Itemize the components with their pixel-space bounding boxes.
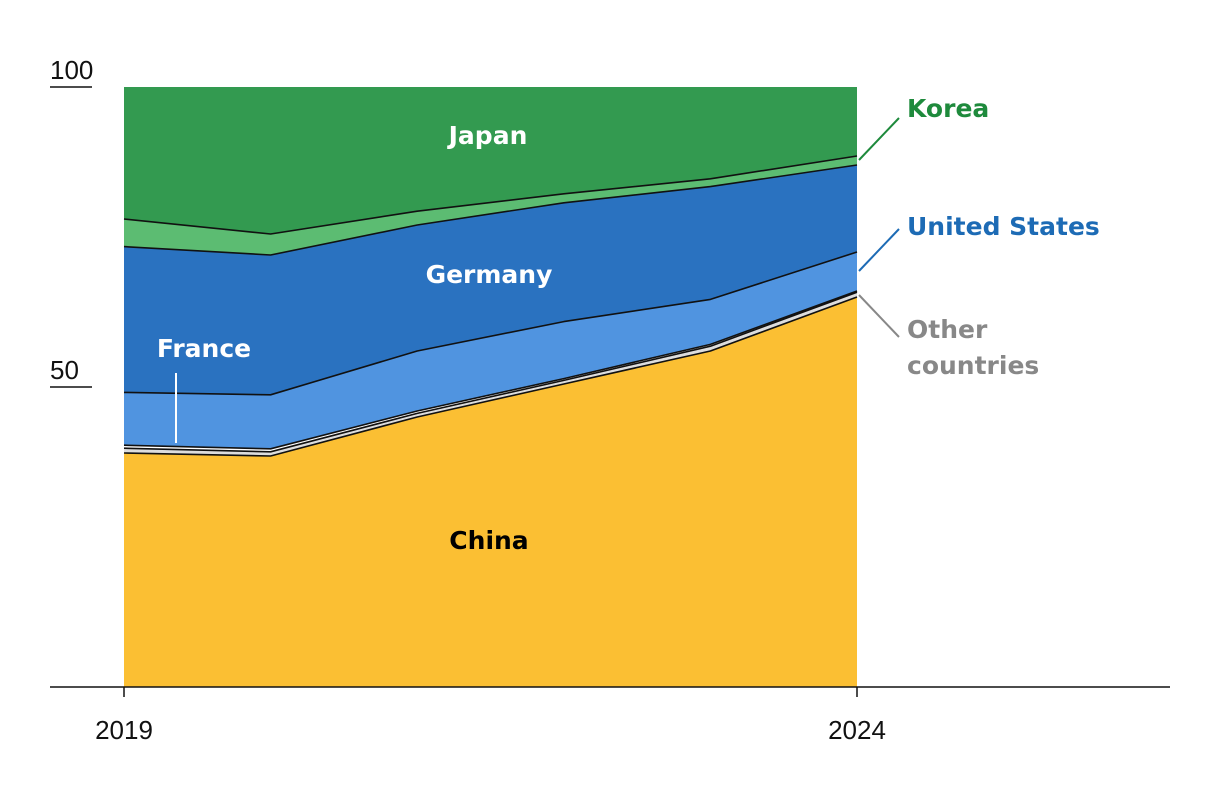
label-japan: Japan (447, 121, 528, 150)
boundary-china (123, 296, 858, 457)
area-germany (124, 165, 857, 395)
other-countries-leader-line (858, 294, 900, 338)
korea-leader-line (858, 117, 900, 161)
boundary-other-countries (123, 291, 858, 453)
label-other-countries: Other countries (907, 315, 1039, 380)
boundary-united-states (123, 251, 858, 396)
x-tick-2019: 2019 (95, 715, 153, 745)
label-other-countries-line1: Other (907, 315, 988, 344)
label-united-states: United States (907, 212, 1100, 241)
area-korea (124, 156, 857, 255)
label-france: France (157, 334, 251, 363)
boundary-lines (123, 155, 858, 457)
boundary-germany (123, 164, 858, 256)
y-tick-50: 50 (50, 355, 79, 385)
united-states-leader-line (858, 228, 900, 272)
label-germany: Germany (426, 260, 553, 289)
area-china (124, 297, 857, 687)
area-layer (124, 87, 857, 687)
label-china: China (449, 526, 528, 555)
label-korea: Korea (907, 94, 989, 123)
area-japan (124, 87, 857, 234)
area-united-states (124, 252, 857, 449)
boundary-france (123, 290, 858, 450)
boundary-korea (123, 155, 858, 235)
y-tick-100: 100 (50, 55, 93, 85)
x-tick-2024: 2024 (828, 715, 886, 745)
label-other-countries-line2: countries (907, 351, 1039, 380)
